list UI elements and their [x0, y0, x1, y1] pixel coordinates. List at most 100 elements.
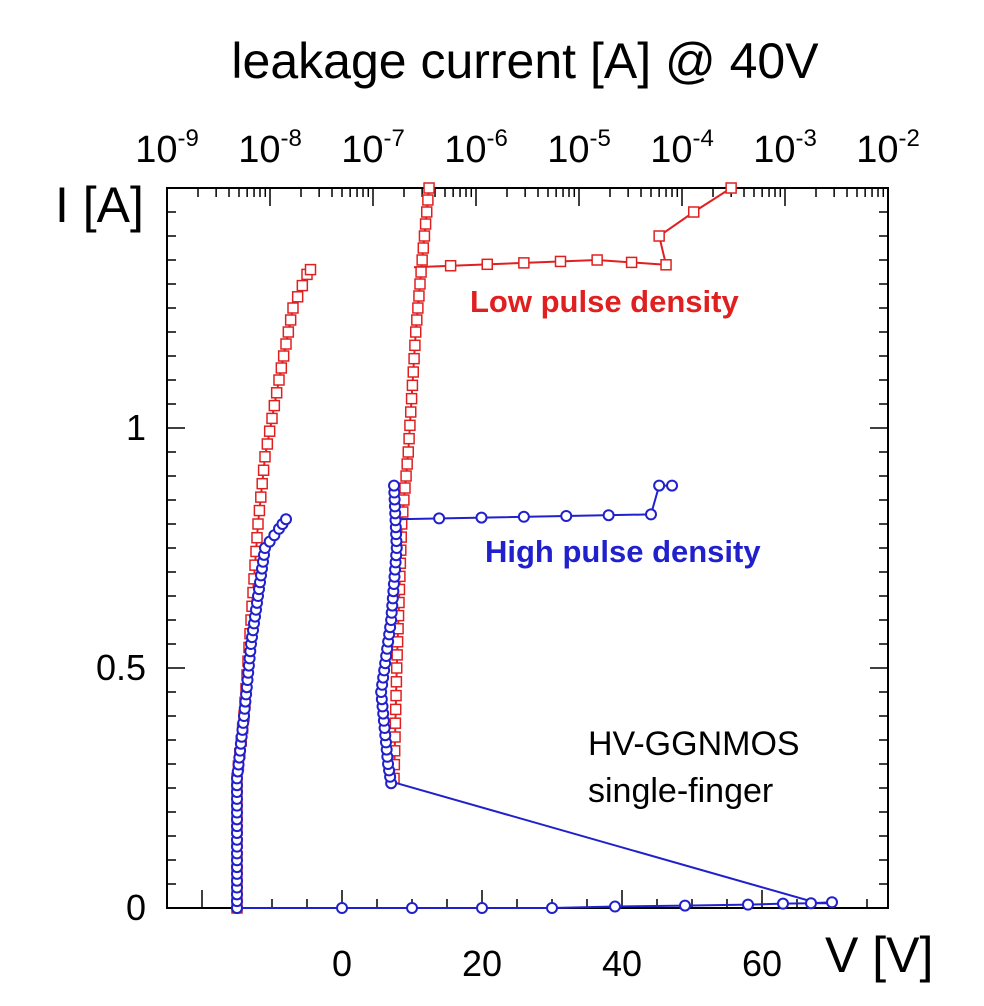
low-leakage-point — [415, 266, 427, 278]
high-snapback-point — [653, 479, 666, 492]
low-snapback-point — [444, 260, 457, 272]
low-snapback-point — [660, 259, 672, 271]
low-iv-point — [270, 387, 283, 399]
low-snapback-point — [518, 257, 530, 269]
x-axis-tick-label: 0 — [332, 943, 352, 984]
high-baseline-point — [406, 902, 418, 914]
series-label-high: High pulse density — [485, 534, 761, 569]
x-axis-tick-label: 40 — [602, 943, 642, 984]
low-iv-point — [273, 374, 285, 386]
low-iv-point — [255, 491, 267, 503]
top-axis-tick-label: 10-9 — [135, 125, 199, 171]
low-snapback-point — [591, 254, 603, 266]
low-leakage-point — [419, 218, 432, 230]
high-leakage-point — [388, 479, 401, 492]
y-axis-tick-label: 0.5 — [96, 647, 146, 688]
low-leakage-point — [405, 406, 417, 418]
low-leakage-point — [408, 352, 420, 365]
annotation-line-2: single-finger — [588, 772, 773, 810]
low-leakage-point — [389, 717, 402, 729]
top-axis-tick-label: 10-2 — [856, 125, 920, 171]
x-axis-tick-labels: 0 20 40 60 — [332, 943, 782, 984]
high-baseline-point — [336, 902, 348, 914]
low-leakage-point — [405, 392, 418, 405]
low-leakage-point — [390, 662, 403, 674]
low-iv-point — [282, 326, 295, 338]
low-iv-point — [304, 263, 317, 276]
low-leakage-point — [423, 182, 435, 194]
y-axis-tick-label: 0 — [126, 887, 146, 928]
top-axis-tick-label: 10-4 — [650, 125, 714, 171]
low-iv-point — [284, 314, 297, 326]
high-snapback-point — [602, 509, 615, 522]
low-snapback-point — [725, 182, 737, 194]
high-baseline-point — [609, 900, 621, 913]
chart-title: leakage current [A] @ 40V — [231, 33, 819, 89]
x-axis-tick-label: 20 — [462, 943, 502, 984]
low-snapback-point — [481, 258, 493, 271]
high-snapback-point — [433, 512, 446, 525]
low-iv-point — [253, 504, 266, 517]
high-snapback-point — [560, 510, 573, 522]
top-axis-tick-label: 10-7 — [341, 125, 405, 171]
low-snapback-point — [554, 255, 567, 268]
y-axis-tick-label: 1 — [126, 407, 146, 448]
y-axis-label: I [A] — [55, 177, 144, 233]
low-leakage-point — [404, 419, 416, 432]
annotation-line-1: HV-GGNMOS — [588, 725, 800, 763]
high-snapback-point — [666, 479, 679, 492]
series-layer — [231, 182, 838, 914]
high-baseline-point — [546, 902, 558, 914]
low-leakage-point — [406, 379, 419, 392]
low-iv-point — [280, 338, 292, 350]
low-leakage-point — [411, 314, 423, 326]
high-snapback-point — [517, 510, 530, 523]
high-snapback-point — [644, 508, 657, 521]
low-iv-point — [266, 412, 278, 425]
top-axis-tick-label: 10-6 — [444, 125, 508, 171]
low-leakage-point — [414, 278, 426, 290]
low-leakage-point — [418, 230, 431, 242]
low-iv-point — [252, 518, 264, 530]
top-axis-tick-labels: 10-9 10-8 10-7 10-6 10-5 10-4 10-3 10-2 — [135, 125, 920, 171]
low-leakage-point — [390, 676, 403, 688]
low-snapback-point — [625, 256, 638, 269]
low-leakage-point — [391, 636, 404, 648]
y-axis-tick-labels: 00.51 — [96, 407, 146, 928]
top-axis-tick-label: 10-5 — [547, 125, 611, 171]
low-leakage-point — [400, 470, 412, 482]
low-leakage-point — [409, 339, 421, 352]
top-axis-tick-label: 10-3 — [753, 125, 817, 171]
low-leakage-point — [422, 194, 434, 206]
x-axis-label: V [V] — [825, 927, 933, 983]
low-leakage-point — [389, 703, 402, 716]
low-leakage-point — [399, 482, 411, 494]
low-leakage-point — [412, 302, 424, 314]
low-snapback-point — [653, 230, 665, 242]
low-leakage-point — [401, 458, 413, 470]
low-iv-point — [287, 302, 299, 314]
high-baseline-point — [777, 897, 789, 910]
top-axis-tick-label: 10-8 — [238, 125, 302, 171]
low-iv-point — [263, 425, 276, 437]
low-iv-point — [259, 451, 271, 463]
low-leakage-point — [391, 649, 403, 661]
low-iv-point — [268, 399, 281, 412]
low-snapback-point — [687, 206, 700, 218]
high-baseline-point — [476, 902, 488, 914]
low-leakage-point — [416, 254, 428, 266]
high-baseline-point — [679, 899, 691, 912]
low-leakage-point — [407, 366, 420, 378]
low-iv-point — [291, 291, 304, 303]
low-leakage-point — [413, 290, 425, 302]
series-label-low: Low pulse density — [470, 284, 739, 319]
low-leakage-point — [420, 206, 433, 218]
high-baseline-point — [742, 898, 754, 911]
low-iv-point — [261, 438, 274, 450]
high-baseline-point — [805, 897, 817, 910]
low-leakage-point — [417, 242, 430, 254]
low-iv-point — [277, 350, 290, 362]
low-iv-point — [251, 531, 263, 544]
x-axis-tick-label: 60 — [742, 943, 782, 984]
